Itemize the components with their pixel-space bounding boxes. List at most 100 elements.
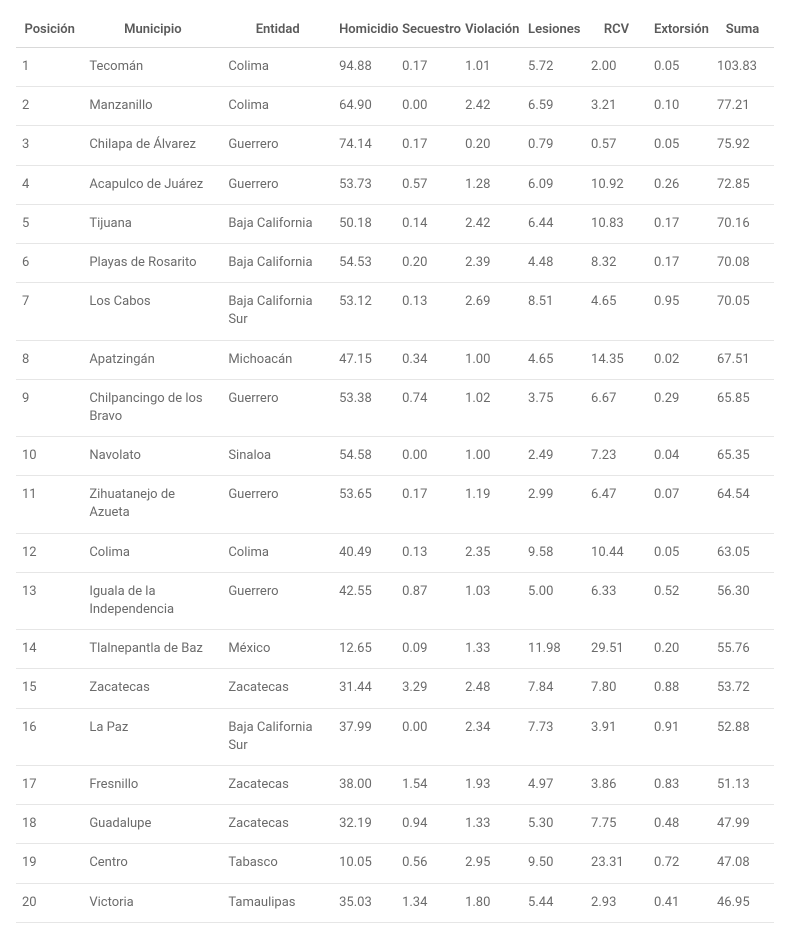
cell-secuestro: 0.00 xyxy=(396,87,459,126)
cell-lesiones: 3.75 xyxy=(522,379,585,436)
table-row: 11Zihuatanejo de AzuetaGuerrero53.650.17… xyxy=(16,476,774,533)
cell-entidad: Michoacán xyxy=(222,340,333,379)
cell-secuestro: 0.17 xyxy=(396,476,459,533)
cell-rcv: 29.51 xyxy=(585,630,648,669)
table-row: 13Iguala de la IndependenciaGuerrero42.5… xyxy=(16,572,774,629)
table-row: 16La PazBaja California Sur37.990.002.34… xyxy=(16,708,774,765)
cell-municipio: La Paz xyxy=(83,708,222,765)
cell-secuestro: 0.17 xyxy=(396,126,459,165)
table-row: 14Tlalnepantla de BazMéxico12.650.091.33… xyxy=(16,630,774,669)
cell-suma: 46.95 xyxy=(711,883,774,922)
cell-secuestro: 1.54 xyxy=(396,765,459,804)
cell-rcv: 10.44 xyxy=(585,533,648,572)
table-row: 18GuadalupeZacatecas32.190.941.335.307.7… xyxy=(16,805,774,844)
cell-homicidio: 64.90 xyxy=(333,87,396,126)
cell-lesiones: 9.50 xyxy=(522,844,585,883)
cell-violacion: 1.33 xyxy=(459,805,522,844)
cell-entidad: Baja California Sur xyxy=(222,283,333,340)
cell-rcv: 3.86 xyxy=(585,765,648,804)
cell-municipio: Chilpancingo de los Bravo xyxy=(83,379,222,436)
cell-lesiones: 5.72 xyxy=(522,48,585,87)
cell-entidad: Guerrero xyxy=(222,126,333,165)
cell-violacion: 1.28 xyxy=(459,165,522,204)
cell-secuestro: 0.20 xyxy=(396,243,459,282)
cell-secuestro: 0.17 xyxy=(396,48,459,87)
table-row: 2ManzanilloColima64.900.002.426.593.210.… xyxy=(16,87,774,126)
cell-homicidio: 40.49 xyxy=(333,533,396,572)
cell-entidad: Guerrero xyxy=(222,572,333,629)
cell-lesiones: 5.30 xyxy=(522,805,585,844)
cell-extorsion: 0.29 xyxy=(648,379,711,436)
table-row: 12ColimaColima40.490.132.359.5810.440.05… xyxy=(16,533,774,572)
cell-lesiones: 11.98 xyxy=(522,630,585,669)
cell-posicion: 4 xyxy=(16,165,83,204)
col-header-violacion: Violación xyxy=(459,12,522,48)
cell-secuestro: 0.00 xyxy=(396,708,459,765)
cell-violacion: 1.02 xyxy=(459,379,522,436)
cell-rcv: 6.47 xyxy=(585,476,648,533)
cell-extorsion: 0.41 xyxy=(648,883,711,922)
cell-posicion: 18 xyxy=(16,805,83,844)
cell-suma: 53.72 xyxy=(711,669,774,708)
cell-extorsion: 0.52 xyxy=(648,572,711,629)
col-header-entidad: Entidad xyxy=(222,12,333,48)
cell-entidad: Colima xyxy=(222,533,333,572)
cell-posicion: 1 xyxy=(16,48,83,87)
cell-extorsion: 0.48 xyxy=(648,805,711,844)
cell-extorsion: 0.88 xyxy=(648,669,711,708)
cell-homicidio: 94.88 xyxy=(333,48,396,87)
cell-secuestro: 0.87 xyxy=(396,572,459,629)
col-header-posicion: Posición xyxy=(16,12,83,48)
cell-municipio: Tlalnepantla de Baz xyxy=(83,630,222,669)
col-header-extorsion: Extorsión xyxy=(648,12,711,48)
cell-homicidio: 54.58 xyxy=(333,437,396,476)
cell-rcv: 3.21 xyxy=(585,87,648,126)
cell-violacion: 2.69 xyxy=(459,283,522,340)
cell-municipio: Victoria xyxy=(83,883,222,922)
cell-posicion: 5 xyxy=(16,204,83,243)
cell-entidad: Baja California xyxy=(222,204,333,243)
cell-lesiones: 6.59 xyxy=(522,87,585,126)
cell-homicidio: 47.15 xyxy=(333,340,396,379)
table-row: 10NavolatoSinaloa54.580.001.002.497.230.… xyxy=(16,437,774,476)
cell-lesiones: 7.73 xyxy=(522,708,585,765)
cell-municipio: Apatzingán xyxy=(83,340,222,379)
cell-suma: 65.85 xyxy=(711,379,774,436)
cell-suma: 77.21 xyxy=(711,87,774,126)
cell-suma: 70.05 xyxy=(711,283,774,340)
cell-extorsion: 0.05 xyxy=(648,126,711,165)
cell-lesiones: 8.51 xyxy=(522,283,585,340)
cell-homicidio: 50.18 xyxy=(333,204,396,243)
cell-homicidio: 74.14 xyxy=(333,126,396,165)
cell-extorsion: 0.07 xyxy=(648,476,711,533)
cell-suma: 70.08 xyxy=(711,243,774,282)
cell-violacion: 1.00 xyxy=(459,340,522,379)
cell-posicion: 6 xyxy=(16,243,83,282)
table-row: 8ApatzingánMichoacán47.150.341.004.6514.… xyxy=(16,340,774,379)
cell-extorsion: 0.17 xyxy=(648,243,711,282)
cell-entidad: México xyxy=(222,630,333,669)
cell-municipio: Acapulco de Juárez xyxy=(83,165,222,204)
col-header-secuestro: Secuestro xyxy=(396,12,459,48)
cell-lesiones: 9.58 xyxy=(522,533,585,572)
cell-posicion: 2 xyxy=(16,87,83,126)
cell-posicion: 19 xyxy=(16,844,83,883)
cell-municipio: Colima xyxy=(83,533,222,572)
cell-secuestro: 3.29 xyxy=(396,669,459,708)
table-row: 15ZacatecasZacatecas31.443.292.487.847.8… xyxy=(16,669,774,708)
cell-homicidio: 10.05 xyxy=(333,844,396,883)
cell-lesiones: 4.97 xyxy=(522,765,585,804)
cell-violacion: 1.00 xyxy=(459,437,522,476)
cell-homicidio: 37.99 xyxy=(333,708,396,765)
cell-municipio: Centro xyxy=(83,844,222,883)
cell-secuestro: 0.00 xyxy=(396,437,459,476)
cell-violacion: 1.01 xyxy=(459,48,522,87)
cell-secuestro: 0.94 xyxy=(396,805,459,844)
cell-extorsion: 0.05 xyxy=(648,533,711,572)
cell-secuestro: 0.13 xyxy=(396,283,459,340)
cell-rcv: 6.33 xyxy=(585,572,648,629)
cell-violacion: 0.20 xyxy=(459,126,522,165)
cell-suma: 51.13 xyxy=(711,765,774,804)
cell-lesiones: 4.48 xyxy=(522,243,585,282)
cell-municipio: Zacatecas xyxy=(83,669,222,708)
